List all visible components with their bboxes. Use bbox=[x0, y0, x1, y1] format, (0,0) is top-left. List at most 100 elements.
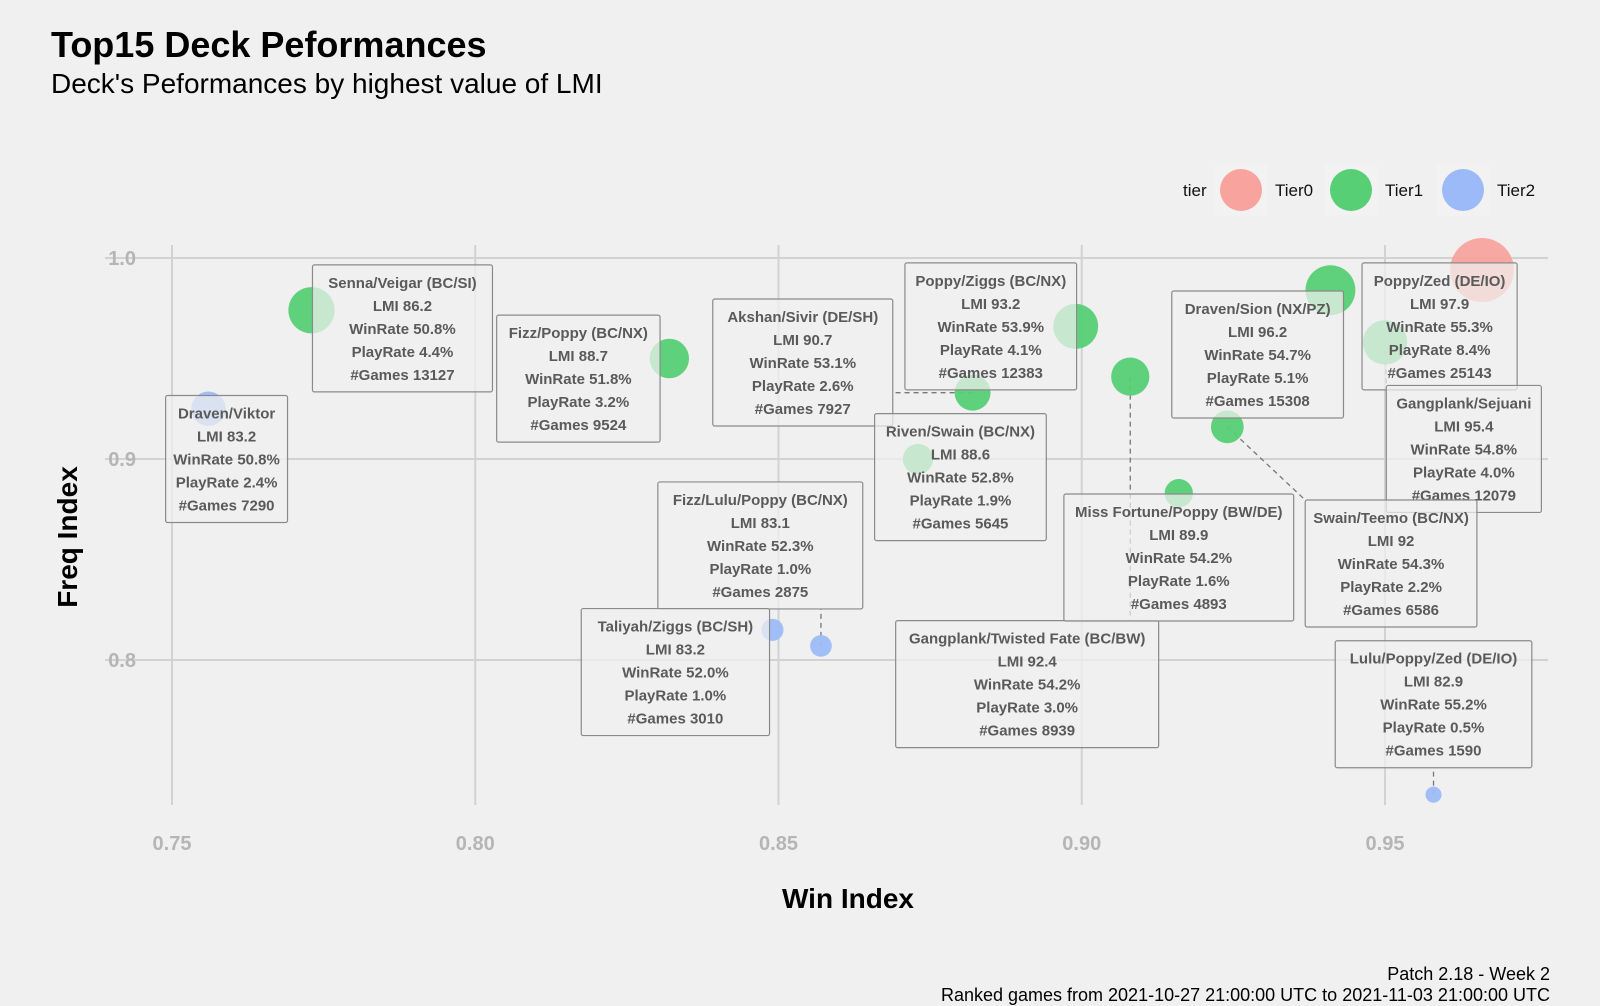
label-line: #Games 3010 bbox=[627, 711, 723, 728]
label-line: #Games 25143 bbox=[1387, 365, 1491, 382]
label-line: LMI 92.4 bbox=[998, 654, 1058, 671]
legend-title: tier bbox=[1183, 181, 1207, 200]
legend-label: Tier0 bbox=[1275, 181, 1313, 200]
label-line: Poppy/Ziggs (BC/NX) bbox=[915, 273, 1066, 290]
x-tick-label: 0.90 bbox=[1062, 833, 1101, 855]
label-line: Draven/Viktor bbox=[178, 406, 275, 423]
label-line: #Games 4893 bbox=[1131, 596, 1227, 613]
label-line: PlayRate 5.1% bbox=[1207, 370, 1309, 387]
label-line: Poppy/Zed (DE/IO) bbox=[1374, 273, 1506, 290]
y-axis-title: Freq Index bbox=[52, 466, 83, 608]
label-line: Senna/Veigar (BC/SI) bbox=[328, 275, 476, 292]
x-tick-label: 0.85 bbox=[759, 833, 798, 855]
point-tier2 bbox=[810, 635, 832, 657]
label-line: PlayRate 1.9% bbox=[910, 493, 1012, 510]
label-line: PlayRate 4.4% bbox=[352, 344, 454, 361]
label-line: LMI 86.2 bbox=[373, 298, 432, 315]
label-line: LMI 90.7 bbox=[773, 332, 832, 349]
label-line: LMI 97.9 bbox=[1410, 296, 1469, 313]
label-line: PlayRate 1.6% bbox=[1128, 573, 1230, 590]
label-line: Gangplank/Sejuani bbox=[1396, 395, 1531, 412]
label-line: WinRate 51.8% bbox=[525, 371, 632, 388]
label-line: WinRate 52.8% bbox=[907, 470, 1014, 487]
label-line: LMI 96.2 bbox=[1228, 324, 1287, 341]
label-line: PlayRate 4.1% bbox=[940, 342, 1042, 359]
label-line: Swain/Teemo (BC/NX) bbox=[1313, 510, 1469, 527]
label-line: PlayRate 4.0% bbox=[1413, 464, 1515, 481]
y-tick-label: 1.0 bbox=[108, 248, 136, 270]
label-line: LMI 83.1 bbox=[731, 515, 790, 532]
label-line: PlayRate 1.0% bbox=[625, 688, 727, 705]
label-line: WinRate 50.8% bbox=[349, 321, 456, 338]
label-line: LMI 83.2 bbox=[646, 642, 705, 659]
chart-subtitle: Deck's Peformances by highest value of L… bbox=[51, 68, 603, 99]
label-line: Miss Fortune/Poppy (BW/DE) bbox=[1075, 504, 1283, 521]
legend-label: Tier2 bbox=[1497, 181, 1535, 200]
y-tick-label: 0.8 bbox=[108, 650, 136, 672]
label-line: Akshan/Sivir (DE/SH) bbox=[727, 309, 878, 326]
label-box bbox=[580, 607, 771, 737]
label-line: #Games 7927 bbox=[755, 401, 851, 418]
label-line: WinRate 52.3% bbox=[707, 538, 814, 555]
label-line: WinRate 54.7% bbox=[1204, 347, 1311, 364]
label-line: #Games 6586 bbox=[1343, 602, 1439, 619]
label-line: PlayRate 2.6% bbox=[752, 378, 854, 395]
label-box bbox=[311, 264, 494, 393]
point-tier1 bbox=[1111, 357, 1150, 396]
label-line: PlayRate 0.5% bbox=[1383, 720, 1485, 737]
label-line: WinRate 50.8% bbox=[173, 452, 280, 469]
x-tick-label: 0.95 bbox=[1366, 833, 1405, 855]
legend-swatch bbox=[1330, 169, 1372, 211]
label-line: #Games 8939 bbox=[979, 723, 1075, 740]
label-line: LMI 89.9 bbox=[1149, 527, 1208, 544]
label-line: Lulu/Poppy/Zed (DE/IO) bbox=[1350, 651, 1518, 668]
label-line: #Games 7290 bbox=[179, 498, 275, 515]
legend-swatch bbox=[1220, 169, 1262, 211]
label-line: WinRate 54.8% bbox=[1411, 441, 1518, 458]
label-line: WinRate 54.2% bbox=[974, 677, 1081, 694]
label-line: LMI 82.9 bbox=[1404, 674, 1463, 691]
chart-caption: Patch 2.18 - Week 2 Ranked games from 20… bbox=[941, 964, 1550, 1006]
x-tick-label: 0.75 bbox=[153, 833, 192, 855]
label-line: PlayRate 2.4% bbox=[176, 475, 278, 492]
label-line: #Games 12383 bbox=[939, 365, 1043, 382]
label-line: LMI 92 bbox=[1368, 533, 1415, 550]
label-box bbox=[1171, 290, 1345, 419]
caption-line-2: Ranked games from 2021-10-27 21:00:00 UT… bbox=[940, 985, 1550, 1005]
label-line: PlayRate 3.2% bbox=[527, 394, 629, 411]
label-line: PlayRate 2.2% bbox=[1340, 579, 1442, 596]
label-line: #Games 2875 bbox=[712, 584, 808, 601]
label-line: PlayRate 3.0% bbox=[976, 700, 1078, 717]
legend-label: Tier1 bbox=[1385, 181, 1423, 200]
label-box bbox=[712, 298, 894, 427]
label-line: #Games 9524 bbox=[530, 417, 627, 434]
label-box bbox=[165, 394, 289, 524]
label-line: #Games 13127 bbox=[350, 367, 454, 384]
label-line: PlayRate 8.4% bbox=[1389, 342, 1491, 359]
chart-title: Top15 Deck Peformances bbox=[51, 24, 487, 65]
label-line: WinRate 53.1% bbox=[749, 355, 856, 372]
label-line: Draven/Sion (NX/PZ) bbox=[1185, 301, 1331, 318]
label-line: #Games 5645 bbox=[912, 516, 1008, 533]
label-line: WinRate 54.3% bbox=[1338, 556, 1445, 573]
x-axis-title: Win Index bbox=[782, 883, 914, 914]
label-box bbox=[873, 412, 1047, 542]
label-box bbox=[1063, 493, 1295, 622]
y-tick-label: 0.9 bbox=[108, 449, 136, 471]
x-tick-label: 0.80 bbox=[456, 833, 495, 855]
label-line: PlayRate 1.0% bbox=[709, 561, 811, 578]
label-line: LMI 95.4 bbox=[1434, 418, 1494, 435]
label-line: Gangplank/Twisted Fate (BC/BW) bbox=[909, 631, 1145, 648]
label-line: WinRate 52.0% bbox=[622, 665, 729, 682]
label-line: WinRate 53.9% bbox=[937, 319, 1044, 336]
label-box bbox=[496, 314, 661, 443]
label-box bbox=[1334, 640, 1533, 769]
legend-swatch bbox=[1442, 169, 1484, 211]
label-line: LMI 88.7 bbox=[549, 348, 608, 365]
label-line: WinRate 55.2% bbox=[1380, 697, 1487, 714]
label-box bbox=[1304, 499, 1478, 628]
point-tier2 bbox=[1425, 786, 1442, 803]
caption-line-1: Patch 2.18 - Week 2 bbox=[1387, 964, 1550, 984]
label-line: Riven/Swain (BC/NX) bbox=[886, 424, 1035, 441]
